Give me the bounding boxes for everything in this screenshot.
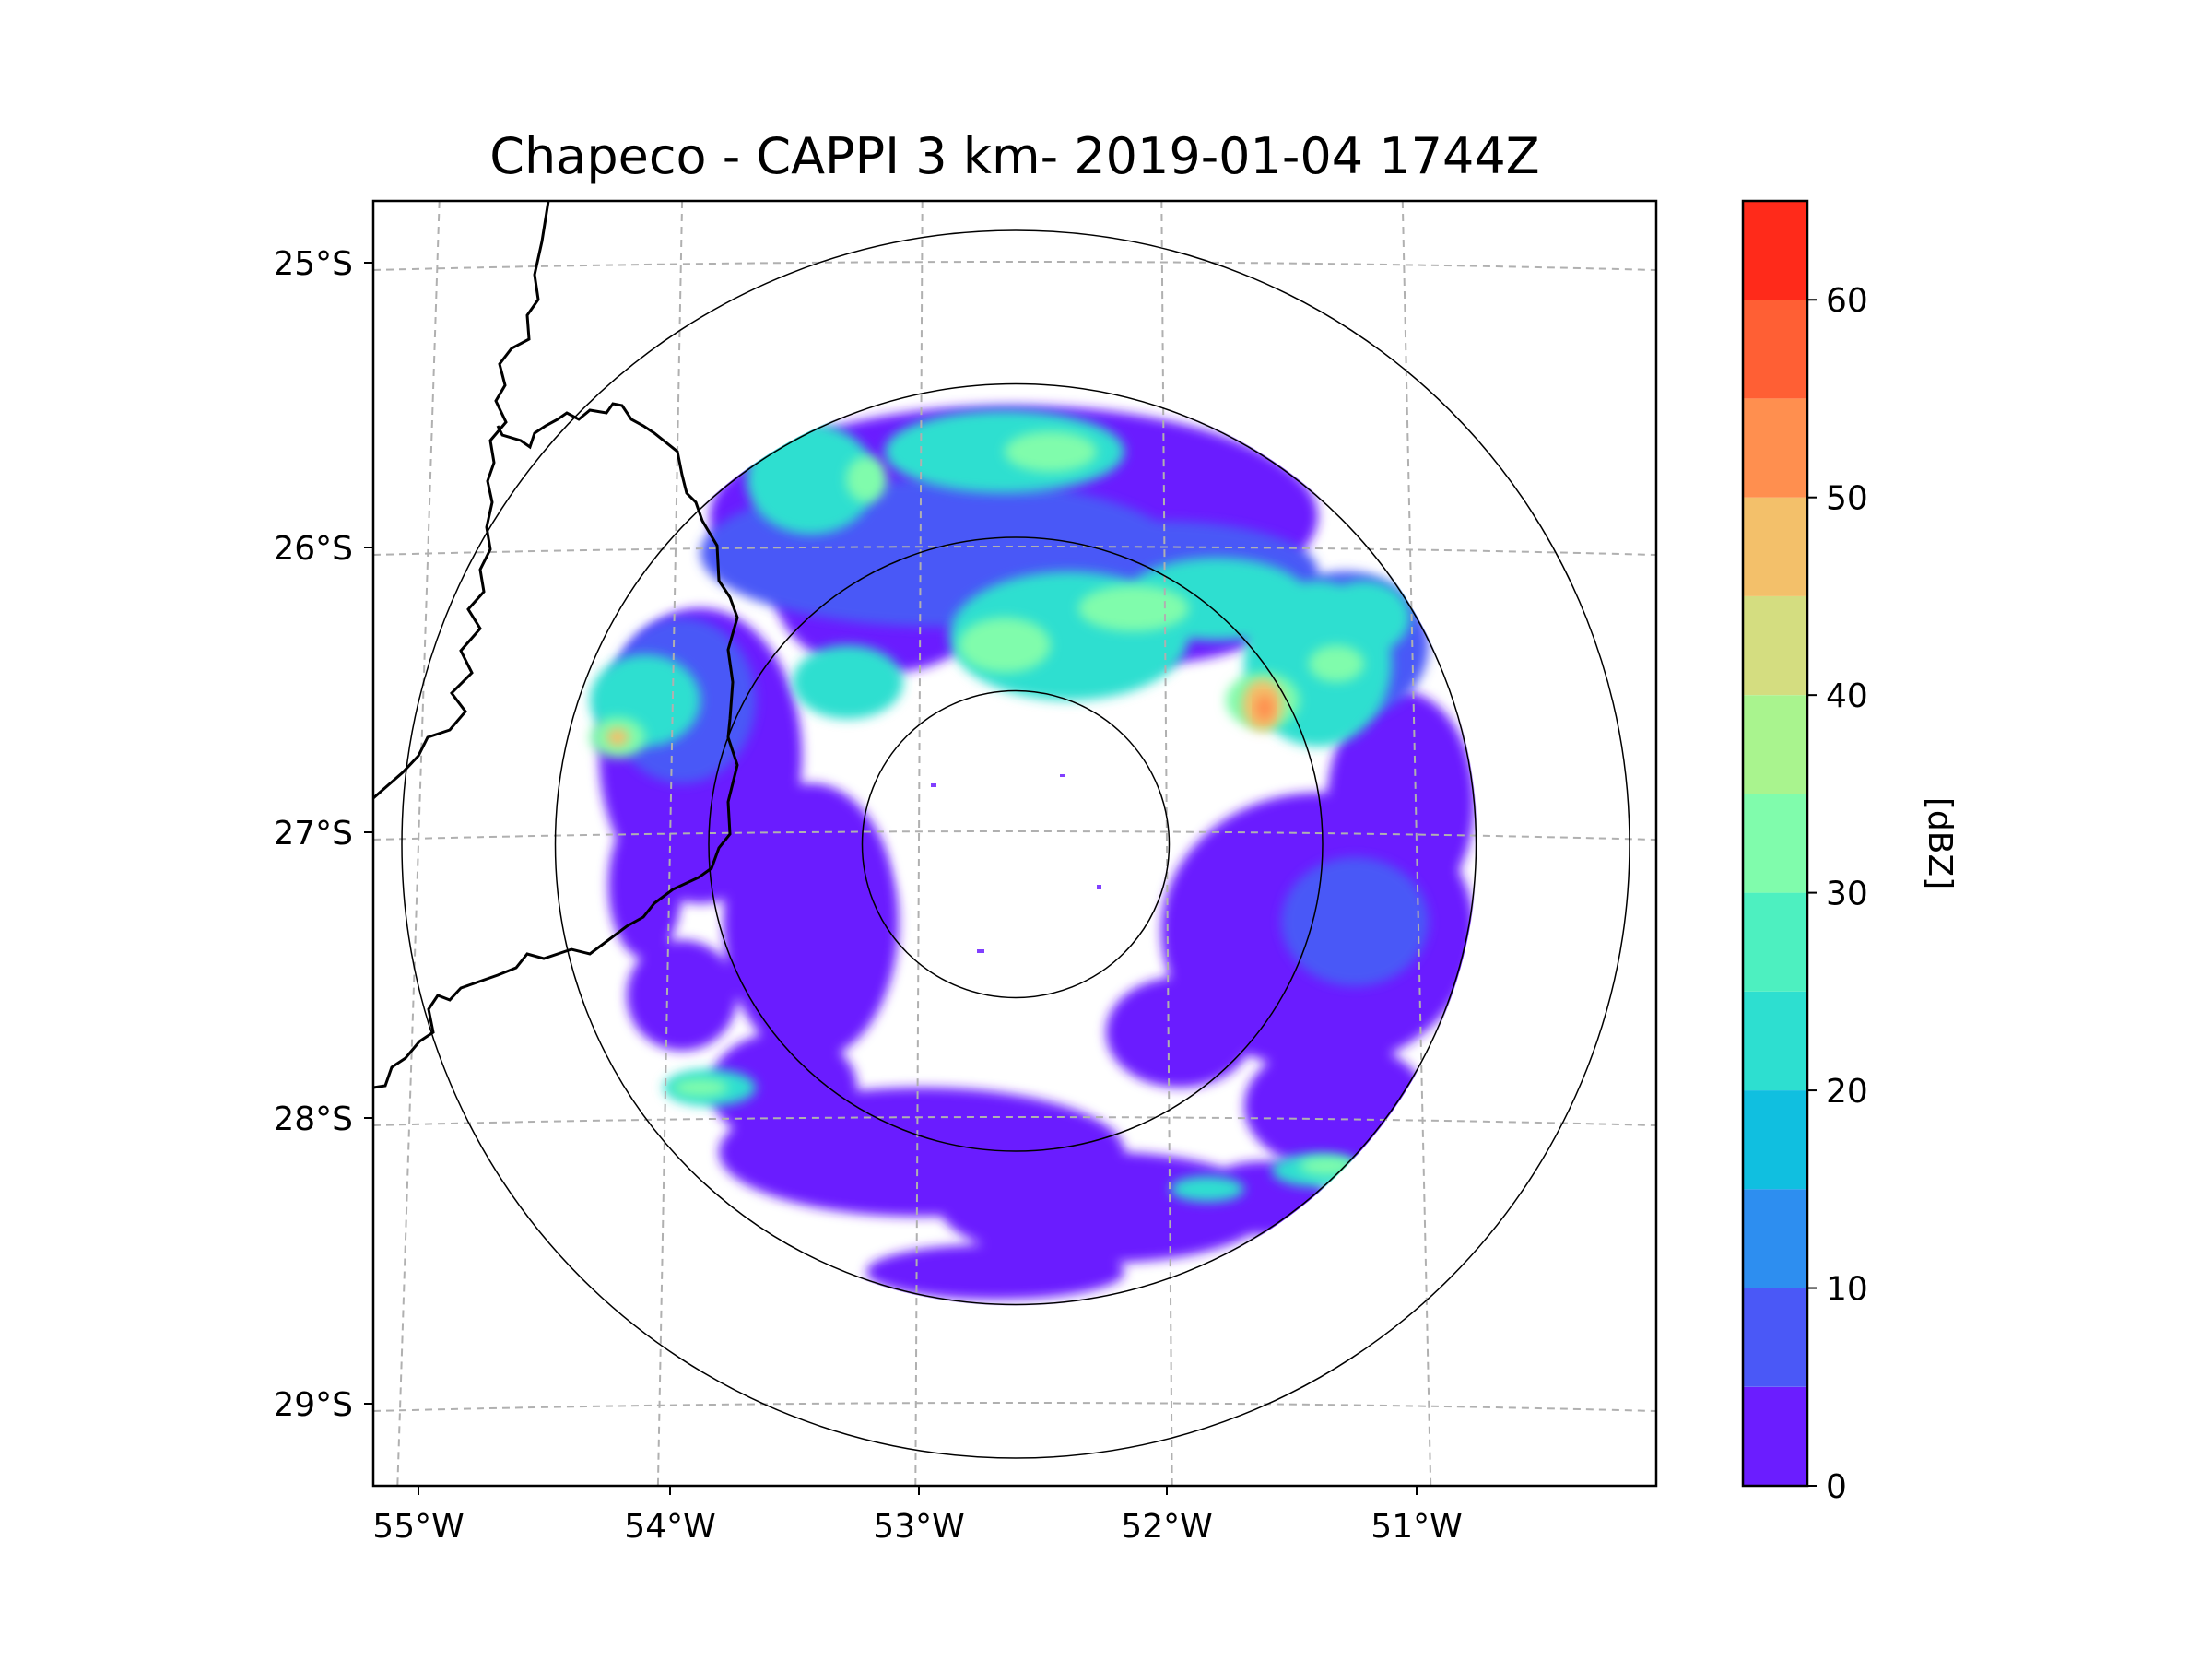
colorbar-tick-label: 50	[1826, 480, 1868, 518]
x-tick-label: 55°W	[372, 1508, 464, 1546]
colorbar-swatch	[1743, 1189, 1807, 1288]
y-tick-label: 27°S	[273, 815, 353, 853]
range-ring	[554, 382, 1477, 1306]
colorbar-swatch	[1743, 300, 1807, 399]
colorbar-ticks: 0 10 20 30 40 50 60	[1807, 282, 1868, 1506]
colorbar-swatch	[1743, 991, 1807, 1090]
border-argentina-brazil	[373, 201, 550, 800]
y-tick-label: 28°S	[273, 1100, 353, 1138]
y-tick-labels: 25°S 26°S 27°S 28°S 29°S	[273, 245, 373, 1424]
x-tick-label: 54°W	[624, 1508, 715, 1546]
state-borders	[373, 201, 739, 1089]
colorbar-swatch	[1743, 595, 1807, 696]
range-rings	[401, 229, 1630, 1459]
border-santa-catarina-paraguay	[373, 402, 739, 1089]
chart-title: Chapeco - CAPPI 3 km- 2019-01-04 1744Z	[489, 127, 1539, 185]
colorbar-swatch	[1743, 1090, 1807, 1190]
x-tick-label: 52°W	[1121, 1508, 1212, 1546]
colorbar-tick-label: 10	[1826, 1271, 1868, 1309]
colorbar: 0 10 20 30 40 50 60 [dBZ]	[1741, 199, 1959, 1506]
y-tick-label: 29°S	[273, 1386, 353, 1424]
x-tick-label: 51°W	[1371, 1508, 1462, 1546]
colorbar-tick-label: 60	[1826, 282, 1868, 320]
colorbar-swatch	[1743, 1386, 1807, 1486]
x-tick-labels: 55°W 54°W 53°W 52°W 51°W	[372, 1486, 1463, 1546]
colorbar-tick-label: 0	[1826, 1468, 1847, 1506]
colorbar-swatch	[1743, 892, 1807, 992]
y-tick-label: 25°S	[273, 245, 353, 283]
x-tick-label: 53°W	[873, 1508, 964, 1546]
colorbar-tick-label: 40	[1826, 677, 1868, 715]
colorbar-swatch	[1743, 201, 1807, 300]
colorbar-frame	[1741, 199, 1809, 1488]
y-tick-label: 26°S	[273, 530, 353, 568]
range-ring	[708, 536, 1324, 1152]
colorbar-swatch	[1743, 695, 1807, 794]
colorbar-tick-label: 20	[1826, 1073, 1868, 1111]
reflectivity-echoes	[590, 406, 1475, 1300]
colorbar-tick-label: 30	[1826, 876, 1868, 913]
colorbar-swatch	[1743, 1288, 1807, 1387]
colorbar-swatches	[1743, 201, 1807, 1486]
colorbar-label: [dBZ]	[1921, 797, 1959, 889]
colorbar-swatch	[1743, 497, 1807, 596]
range-ring	[401, 229, 1630, 1459]
colorbar-swatch	[1743, 398, 1807, 498]
range-ring	[861, 689, 1171, 999]
colorbar-swatch	[1743, 794, 1807, 893]
map-axes-frame	[371, 199, 1658, 1488]
